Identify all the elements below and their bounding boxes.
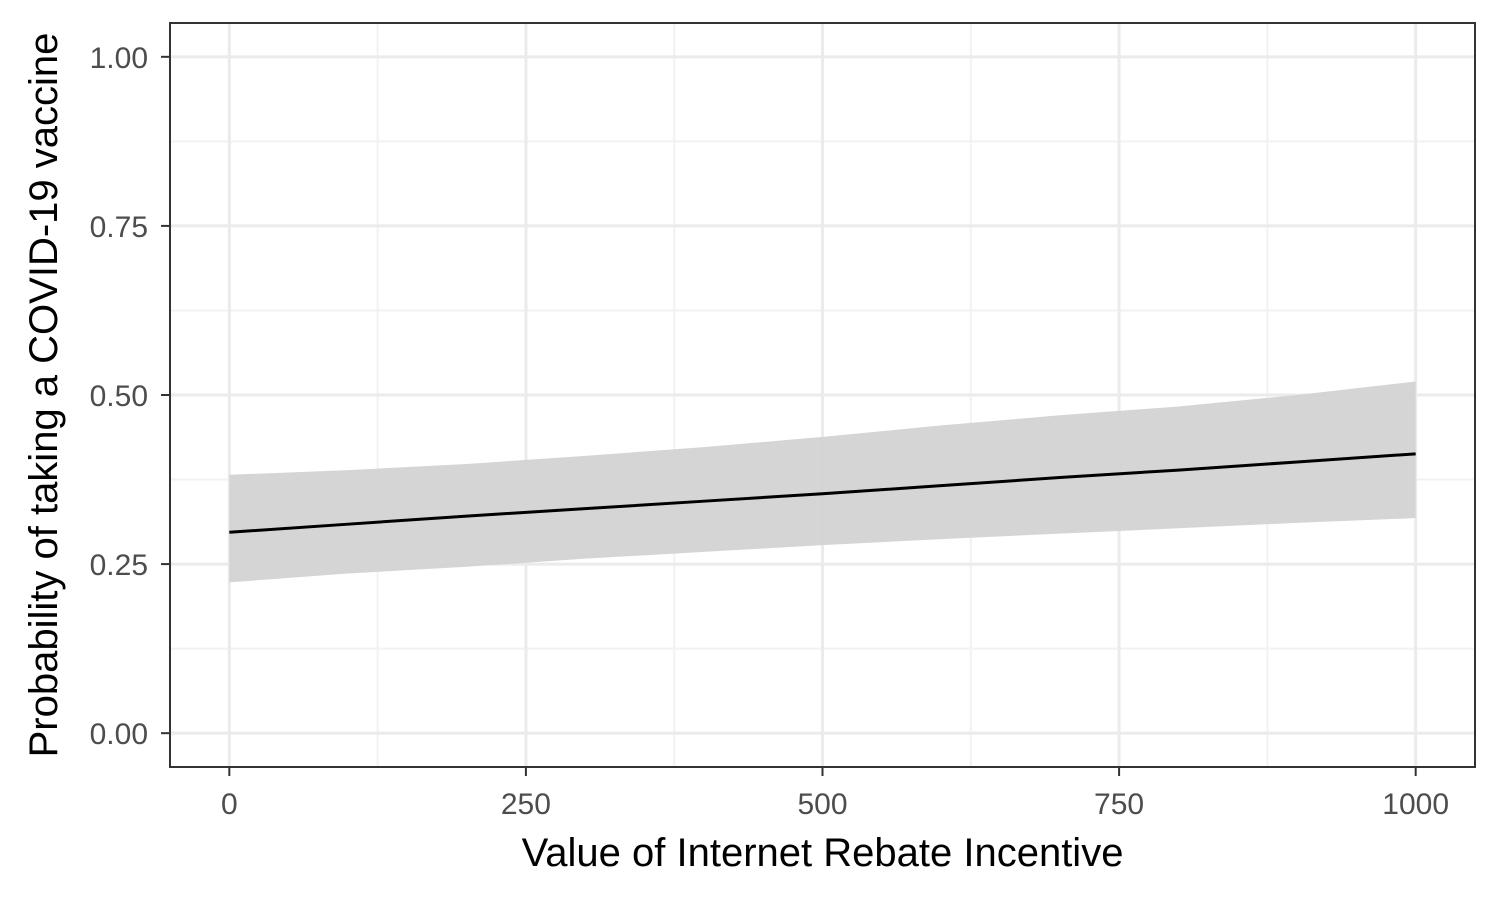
y-axis: 0.00 0.25 0.50 0.75 1.00 <box>90 42 170 751</box>
x-axis: 0 250 500 750 1000 <box>221 767 1449 821</box>
x-tick-label: 500 <box>797 788 847 821</box>
y-tick-label: 0.25 <box>90 549 148 582</box>
x-tick-label: 0 <box>221 788 238 821</box>
y-tick-label: 1.00 <box>90 42 148 75</box>
x-axis-title: Value of Internet Rebate Incentive <box>522 831 1124 875</box>
fit-line-layer <box>229 452 1416 534</box>
x-tick-label: 250 <box>501 788 551 821</box>
y-tick-label: 0.50 <box>90 380 148 413</box>
y-tick-label: 0.00 <box>90 718 148 751</box>
x-tick-label: 1000 <box>1382 788 1449 821</box>
y-axis-title: Probability of taking a COVID-19 vaccine <box>22 33 66 758</box>
x-tick-label: 750 <box>1094 788 1144 821</box>
confidence-band <box>229 381 1416 583</box>
grid-major <box>170 23 1475 767</box>
y-tick-label: 0.75 <box>90 211 148 244</box>
confidence-band-layer <box>229 381 1416 583</box>
fit-line <box>229 452 1416 534</box>
